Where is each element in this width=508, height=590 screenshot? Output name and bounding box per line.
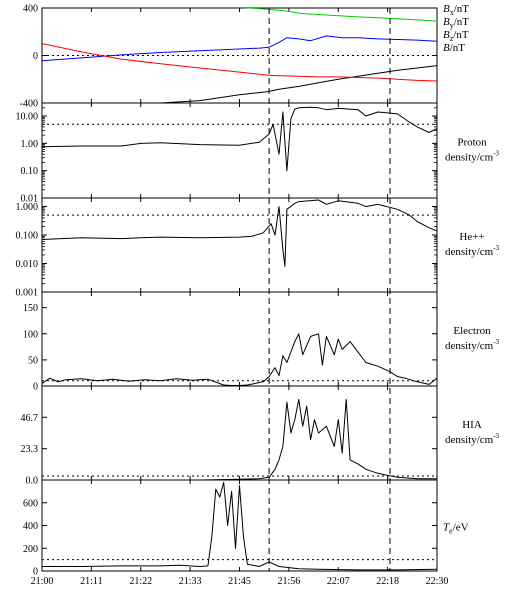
panel-label-line2: density/cm-3: [445, 150, 500, 164]
series-line-bz: [42, 43, 437, 82]
panel-frame: [41, 385, 438, 481]
series-line-he-density: [42, 199, 437, 267]
panel-label-line2: density/cm-3: [445, 338, 500, 352]
panel-label-line1: Proton: [457, 137, 487, 149]
panel-label-line1: Electron: [453, 325, 491, 337]
series-group: [42, 106, 437, 172]
panel-he-density: 0.001 0.010 0.100 1.000 He++density/cm-3: [16, 197, 500, 299]
y-tick-label: 0: [33, 382, 38, 393]
x-tick-label: 21:00: [31, 576, 54, 587]
y-tick-label: 10.00: [16, 112, 39, 123]
panel-frame: [41, 291, 438, 387]
y-tick-label: 0.0: [26, 476, 39, 487]
y-tick-label: 400: [23, 4, 38, 15]
x-tick-label: 21:33: [179, 576, 202, 587]
series-line-by: [42, 35, 437, 62]
y-tick-label: 400: [23, 521, 38, 532]
series-line-proton-density: [42, 106, 437, 172]
legend-entry: By/nT: [443, 16, 469, 30]
series-line-te: [42, 481, 437, 571]
series-line-hia-density: [42, 398, 437, 480]
panel-label-line2: density/cm-3: [445, 432, 500, 446]
legend-entry: Te/eV: [443, 522, 469, 536]
legend-entry: Bx/nT: [443, 3, 469, 17]
x-tick-label: 22:07: [327, 576, 350, 587]
series-group: [42, 398, 437, 480]
series-line-bx: [152, 65, 437, 103]
panel-label-line2: density/cm-3: [445, 244, 500, 258]
x-tick-label: 22:18: [376, 576, 399, 587]
x-tick-label: 21:56: [277, 576, 300, 587]
y-tick-label: 200: [23, 544, 38, 555]
x-tick-label: 21:45: [228, 576, 251, 587]
panel-frame: [41, 197, 438, 293]
x-tick-label: 22:30: [426, 576, 449, 587]
y-tick-label: 150: [23, 303, 38, 314]
event-vertical-lines: [268, 8, 391, 571]
legend-entry: B/nT: [443, 42, 465, 54]
x-tick-label: 21:11: [80, 576, 102, 587]
y-tick-label: 0.001: [16, 288, 39, 299]
y-tick-label: 0: [33, 567, 38, 578]
panel-frame: [41, 479, 438, 572]
panel-frame: [41, 102, 438, 199]
y-tick-label: 1.000: [16, 202, 39, 213]
panel-label-line1: He++: [459, 231, 484, 243]
series-group: [42, 333, 437, 386]
y-tick-label: 1.00: [21, 139, 39, 150]
series-group: [42, 481, 437, 571]
series-group: [42, 8, 437, 103]
series-line-electron-density: [42, 333, 437, 386]
series-line-b: [241, 8, 437, 22]
panel-label-line1: HIA: [462, 419, 482, 431]
y-tick-label: 600: [23, 498, 38, 509]
y-tick-label: 50: [28, 355, 38, 366]
y-tick-label: 0.01: [21, 194, 39, 205]
time-axis: 21:00 21:11 21:22 21:33 21:45 21:56 22:07 22:18…: [31, 576, 449, 587]
y-tick-label: 46.7: [21, 413, 39, 424]
y-tick-label: -400: [20, 99, 38, 110]
y-tick-label: 23.3: [21, 444, 39, 455]
y-tick-label: 0: [33, 51, 38, 62]
x-tick-label: 21:22: [129, 576, 152, 587]
panel-electron-temperature: 0 200 400 600 Te/eV: [23, 479, 469, 578]
y-tick-label: 0.100: [16, 231, 39, 242]
legend-entry: Bz/nT: [443, 29, 469, 43]
y-tick-label: 0.10: [21, 166, 39, 177]
y-tick-label: 100: [23, 329, 38, 340]
series-group: [42, 199, 437, 267]
y-tick-label: 0.010: [16, 259, 39, 270]
